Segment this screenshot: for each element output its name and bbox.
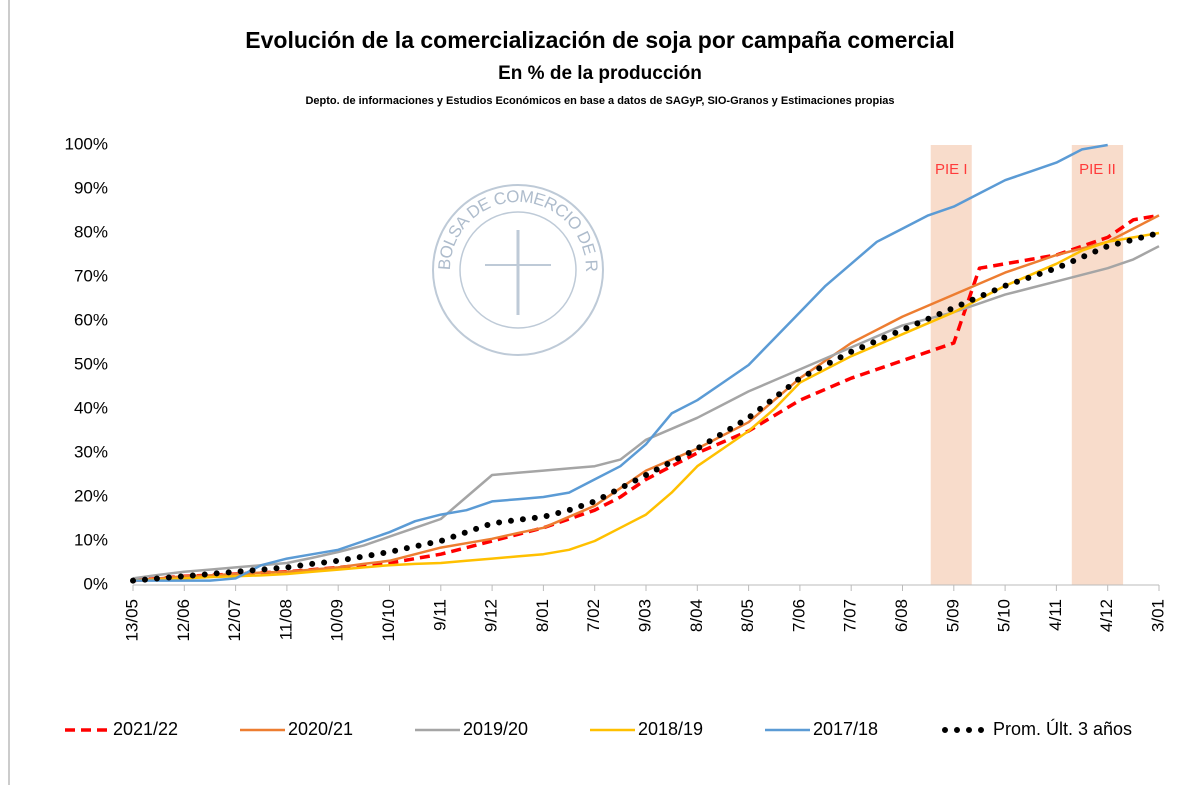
series-line xyxy=(132,245,1160,580)
x-tick-label: 12/06 xyxy=(174,599,193,642)
x-tick-label: 6/08 xyxy=(892,599,911,632)
series-line xyxy=(132,231,1160,582)
watermark-ring xyxy=(459,211,577,329)
legend-label: 2019/20 xyxy=(463,719,528,739)
y-tick-label: 90% xyxy=(74,178,108,197)
x-tick-label: 8/04 xyxy=(687,599,706,632)
x-tick-label: 4/12 xyxy=(1097,599,1116,632)
y-tick-label: 60% xyxy=(74,310,108,329)
band xyxy=(930,145,972,585)
series-line xyxy=(133,143,1108,582)
y-tick-label: 50% xyxy=(74,354,108,373)
y-tick-label: 20% xyxy=(74,486,108,505)
x-tick-label: 8/01 xyxy=(533,599,552,632)
chart-subtitle: En % de la producción xyxy=(498,63,702,84)
x-tick-label: 5/09 xyxy=(943,599,962,632)
series-line xyxy=(132,213,1160,583)
legend-label: 2020/21 xyxy=(288,719,353,739)
chart-title: Evolución de la comercialización de soja… xyxy=(245,27,954,53)
x-tick-label: 3/01 xyxy=(1148,599,1167,632)
x-tick-label: 12/07 xyxy=(225,599,244,642)
y-tick-label: 70% xyxy=(74,266,108,285)
legend-label: 2017/18 xyxy=(813,719,878,739)
x-tick-label: 10/10 xyxy=(379,599,398,642)
band xyxy=(1071,145,1124,585)
x-tick-label: 7/02 xyxy=(584,599,603,632)
x-tick-label: 10/09 xyxy=(328,599,347,642)
x-tick-label: 9/12 xyxy=(482,599,501,632)
x-tick-label: 7/07 xyxy=(841,599,860,632)
band-label: PIE II xyxy=(1079,161,1116,178)
chart-source: Depto. de informaciones y Estudios Econó… xyxy=(305,95,894,107)
band-label: PIE I xyxy=(935,161,968,178)
x-tick-label: 8/05 xyxy=(738,599,757,632)
x-tick-label: 13/05 xyxy=(122,599,141,642)
x-tick-label: 4/11 xyxy=(1046,599,1065,631)
y-tick-label: 10% xyxy=(74,530,108,549)
x-tick-label: 7/06 xyxy=(789,599,808,632)
legend-label: 2021/22 xyxy=(113,719,178,739)
y-tick-label: 30% xyxy=(74,442,108,461)
y-tick-label: 0% xyxy=(83,574,108,593)
series-line xyxy=(132,214,1160,582)
legend-label: Prom. Últ. 3 años xyxy=(993,718,1132,739)
y-tick-label: 100% xyxy=(65,134,108,153)
watermark-ring xyxy=(432,184,604,356)
x-tick-label: 11/08 xyxy=(276,599,295,640)
x-tick-label: 5/10 xyxy=(995,599,1014,632)
y-tick-label: 80% xyxy=(74,222,108,241)
x-tick-label: 9/03 xyxy=(635,599,654,632)
legend-label: 2018/19 xyxy=(638,719,703,739)
x-tick-label: 9/11 xyxy=(430,599,449,631)
y-tick-label: 40% xyxy=(74,398,108,417)
series-line xyxy=(130,230,1162,584)
